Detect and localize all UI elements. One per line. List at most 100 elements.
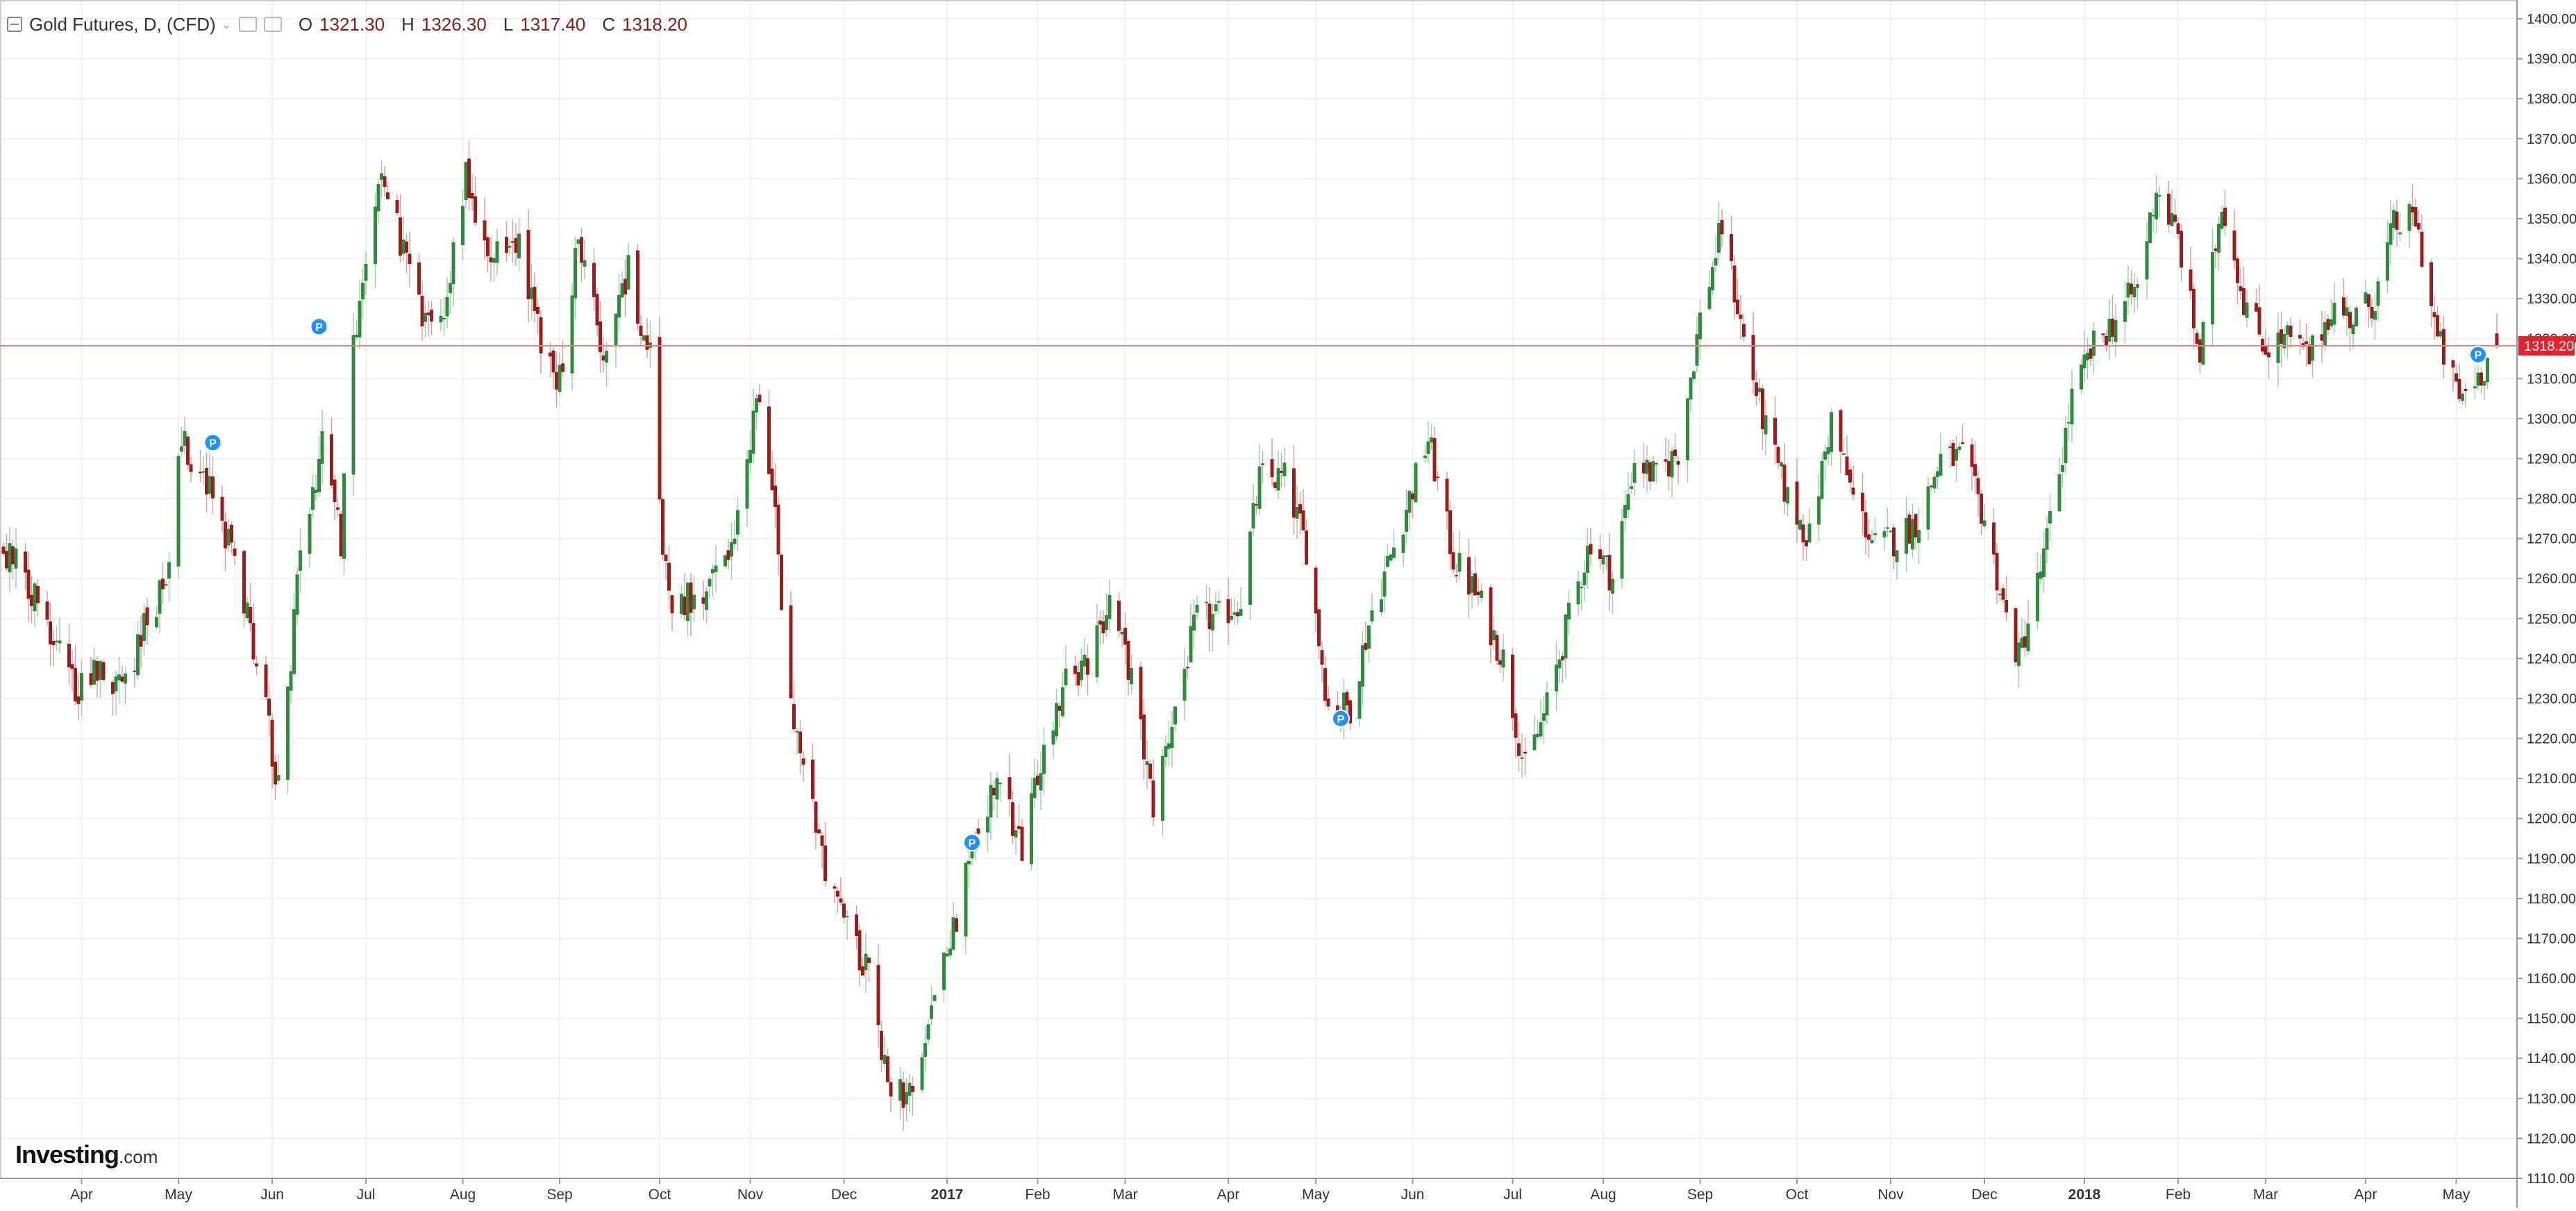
candle — [2201, 319, 2205, 365]
candle — [2123, 281, 2127, 344]
candle-body — [208, 476, 212, 494]
collapse-icon[interactable] — [7, 17, 22, 32]
candle-body — [2461, 393, 2464, 401]
x-tick-label: Oct — [1786, 1187, 1809, 1203]
candle — [2473, 366, 2477, 400]
candle-body — [867, 958, 871, 964]
candle — [664, 554, 668, 581]
candle-body — [1957, 446, 1962, 450]
candle-body — [2214, 248, 2218, 251]
candle — [1126, 638, 1130, 696]
high-value: 1326.30 — [421, 13, 487, 35]
candle-body — [1786, 487, 1789, 504]
x-tick-label: Sep — [1687, 1187, 1713, 1203]
candle — [2130, 269, 2133, 306]
candle-body — [1255, 504, 1258, 506]
candle — [201, 456, 206, 485]
candle — [1120, 627, 1124, 648]
candle — [1232, 598, 1237, 626]
candle — [955, 913, 958, 933]
symbol-title[interactable]: Gold Futures, D, (CFD) — [29, 13, 216, 35]
candle — [1773, 396, 1777, 465]
candle-body — [1467, 557, 1471, 595]
candle — [2451, 359, 2455, 392]
candle-body — [2026, 623, 2030, 651]
candle-body — [798, 731, 802, 753]
candle — [2330, 299, 2333, 330]
candle-body — [2264, 346, 2268, 355]
candle — [1620, 508, 1624, 589]
candle-body — [233, 548, 237, 556]
eye-icon[interactable] — [263, 17, 282, 32]
x-tick-label: Dec — [831, 1187, 857, 1203]
candle — [1095, 603, 1099, 683]
candle — [8, 526, 12, 593]
candle — [649, 320, 652, 369]
candle — [1936, 467, 1939, 489]
candle — [1911, 503, 1914, 558]
candle — [1426, 421, 1430, 464]
candle-body — [2495, 333, 2499, 346]
candle-body — [2305, 341, 2308, 344]
candle — [814, 800, 818, 850]
candle — [714, 544, 718, 593]
open-label: O — [298, 13, 313, 35]
candle — [724, 553, 727, 569]
candle — [2311, 333, 2314, 378]
candle-body — [989, 785, 993, 818]
candle-body — [880, 1030, 883, 1060]
settings-icon[interactable] — [238, 17, 257, 32]
y-tick-label: 1260.00 — [2527, 571, 2576, 587]
candle — [1455, 564, 1458, 583]
candle-body — [692, 594, 696, 610]
candle-body — [70, 664, 74, 669]
candle-body — [1532, 734, 1537, 751]
candle — [2045, 516, 2049, 564]
candle — [574, 236, 577, 320]
candle — [1251, 484, 1255, 537]
candle — [2220, 206, 2224, 231]
candle-body — [8, 543, 12, 573]
candle — [2111, 294, 2114, 345]
candle — [624, 259, 627, 317]
candle — [2282, 326, 2286, 356]
candle-body — [24, 551, 27, 573]
candle — [1536, 719, 1539, 740]
candle — [555, 352, 558, 408]
candle — [1689, 377, 1693, 412]
candle-body — [2014, 608, 2018, 662]
candle — [2189, 247, 2193, 299]
candle — [1255, 495, 1258, 515]
candle — [992, 780, 996, 810]
chevron-down-icon[interactable]: ⌄ — [221, 17, 232, 31]
candle-body — [1720, 219, 1724, 235]
candle-body — [1773, 417, 1777, 445]
candle-body — [308, 513, 312, 554]
candle-body — [226, 528, 231, 546]
candle — [2495, 313, 2499, 349]
grid-lines — [0, 0, 2517, 1179]
candle-body — [1498, 660, 1502, 665]
x-tick-label: Mar — [2253, 1187, 2278, 1203]
candle-body — [1364, 642, 1368, 650]
candle — [708, 576, 712, 599]
candle — [276, 754, 281, 785]
candle — [1655, 462, 1658, 484]
candle-body — [1076, 671, 1080, 686]
candle — [2086, 337, 2089, 381]
candle-body — [733, 538, 737, 544]
candle — [1630, 472, 1633, 494]
candle — [467, 141, 471, 211]
candle-body — [1932, 476, 1937, 489]
candle — [2170, 189, 2174, 226]
candle-body — [639, 325, 643, 336]
candle-body — [2282, 334, 2286, 349]
candle-body — [417, 262, 421, 295]
candle — [2036, 552, 2039, 630]
candle-body — [330, 434, 333, 486]
candle — [474, 176, 477, 226]
candle — [242, 549, 246, 628]
candle — [211, 456, 215, 515]
